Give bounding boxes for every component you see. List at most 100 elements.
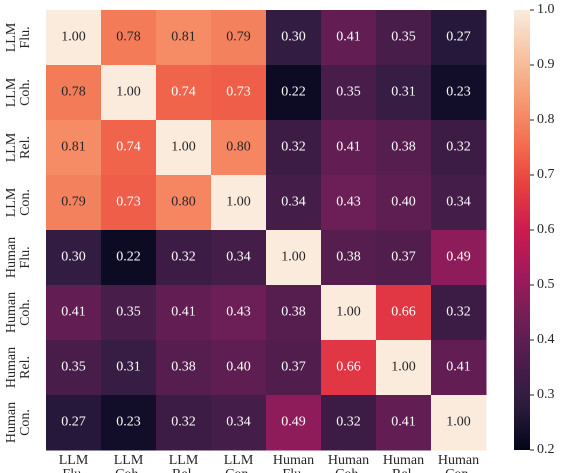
heatmap-cell [156, 395, 212, 451]
heatmap-cell [211, 10, 267, 66]
heatmap-cell [156, 10, 212, 66]
heatmap-cell [156, 175, 212, 231]
y-tick-label: HumanFlu. [4, 237, 33, 278]
cell-label: 0.79 [61, 195, 86, 210]
cell-label: 0.32 [446, 305, 471, 320]
x-tick-label: HumanCoh. [328, 453, 369, 473]
cell-label: 0.35 [391, 30, 416, 45]
cell-label: 0.27 [446, 30, 471, 45]
colorbar-tick-label: 1.0 [537, 2, 555, 17]
cell-label: 0.34 [226, 415, 251, 430]
heatmap-cell [321, 120, 377, 176]
cell-label: 0.79 [226, 30, 251, 45]
heatmap-cell [431, 120, 487, 176]
y-tick-label: HumanCoh. [4, 292, 33, 333]
heatmap-cell [376, 175, 432, 231]
heatmap-cell [156, 120, 212, 176]
cell-label: 0.41 [336, 140, 361, 155]
cell-label: 0.81 [171, 30, 196, 45]
cell-label: 0.41 [336, 30, 361, 45]
cell-label: 0.38 [391, 140, 416, 155]
heatmap-cell [376, 10, 432, 66]
heatmap-cell [156, 285, 212, 341]
cell-label: 0.34 [446, 195, 471, 210]
x-tick-label: HumanFlu. [273, 453, 314, 473]
cell-label: 0.41 [171, 305, 196, 320]
heatmap-cell [101, 340, 157, 396]
cell-label: 0.78 [61, 85, 86, 100]
heatmap-cell [101, 175, 157, 231]
heatmap-cell [266, 175, 322, 231]
cell-label: 0.34 [281, 195, 306, 210]
cell-label: 0.73 [116, 195, 141, 210]
cell-label: 0.74 [116, 140, 141, 155]
cell-label: 0.22 [116, 250, 141, 265]
cell-label: 0.31 [391, 85, 416, 100]
heatmap-cell [321, 65, 377, 121]
cell-label: 0.38 [281, 305, 306, 320]
cell-label: 0.38 [171, 360, 196, 375]
cell-label: 0.37 [391, 250, 416, 265]
heatmap-cell [46, 230, 102, 286]
cell-label: 0.41 [446, 360, 471, 375]
cell-label: 0.37 [281, 360, 306, 375]
heatmap-cell [156, 65, 212, 121]
y-tick-label: HumanCon. [4, 402, 33, 443]
cell-label: 0.35 [336, 85, 361, 100]
heatmap-cell [376, 340, 432, 396]
heatmap-cell [376, 65, 432, 121]
cell-label: 0.32 [171, 250, 196, 265]
colorbar-tick-label: 0.4 [537, 332, 555, 347]
cell-label: 0.23 [116, 415, 141, 430]
heatmap-cell [266, 340, 322, 396]
colorbar-tick-label: 0.5 [537, 277, 555, 292]
heatmap-cell [266, 395, 322, 451]
cell-label: 1.00 [336, 305, 361, 320]
heatmap-cell [266, 65, 322, 121]
y-tick-label: HumanRel. [4, 347, 33, 388]
heatmap-cell [101, 395, 157, 451]
cell-label: 0.38 [336, 250, 361, 265]
cell-label: 0.80 [226, 140, 251, 155]
x-tick-label: LLMRel. [169, 453, 199, 473]
cell-label: 1.00 [61, 30, 86, 45]
heatmap-cell [46, 65, 102, 121]
cell-label: 0.80 [171, 195, 196, 210]
heatmap-cell [321, 285, 377, 341]
cell-label: 0.34 [226, 250, 251, 265]
heatmap-cell [211, 175, 267, 231]
cell-label: 0.32 [446, 140, 471, 155]
colorbar-tick-label: 0.3 [537, 387, 555, 402]
cell-label: 1.00 [171, 140, 196, 155]
cell-label: 0.81 [61, 140, 86, 155]
heatmap-cell [101, 120, 157, 176]
cell-label: 0.32 [171, 415, 196, 430]
heatmap-cell [46, 395, 102, 451]
heatmap-cell [376, 285, 432, 341]
x-tick-label: LLMFlu. [59, 453, 89, 473]
cell-label: 1.00 [446, 415, 471, 430]
colorbar-tick-label: 0.9 [537, 57, 555, 72]
x-tick-label: LLMCoh. [114, 453, 144, 473]
heatmap-cell [266, 120, 322, 176]
heatmap-cell [156, 340, 212, 396]
heatmap-cell [321, 230, 377, 286]
heatmap-cell [266, 285, 322, 341]
colorbar-tick-label: 0.6 [537, 222, 555, 237]
heatmap-cell [376, 230, 432, 286]
cell-label: 0.32 [336, 415, 361, 430]
cell-label: 0.74 [171, 85, 196, 100]
heatmap-cell [211, 120, 267, 176]
heatmap-cell [431, 285, 487, 341]
cell-label: 0.66 [336, 360, 361, 375]
x-tick-label: HumanRel. [383, 453, 424, 473]
heatmap-cell [211, 395, 267, 451]
cell-label: 0.22 [281, 85, 306, 100]
heatmap-cell [431, 340, 487, 396]
heatmap-cell [101, 10, 157, 66]
cell-label: 0.66 [391, 305, 416, 320]
colorbar [514, 10, 530, 450]
heatmap-cell [101, 65, 157, 121]
colorbar-tick-label: 0.8 [537, 112, 555, 127]
x-tick-label: LLMCon. [224, 453, 254, 473]
